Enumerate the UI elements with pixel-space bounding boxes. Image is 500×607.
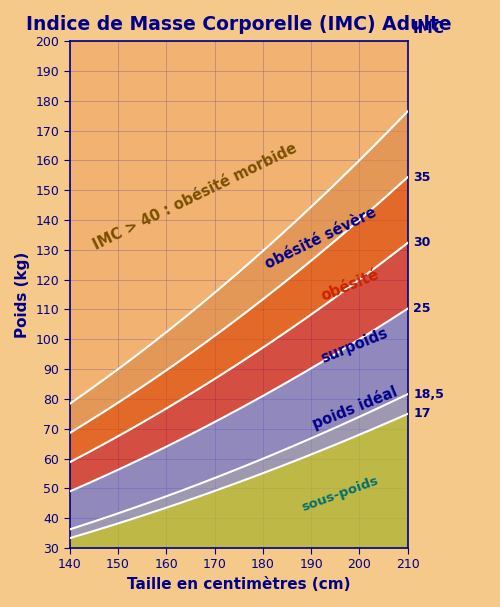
Text: sous-poids: sous-poids [300,475,380,514]
Text: 35: 35 [413,171,430,184]
Text: 25: 25 [413,302,430,315]
Text: 17: 17 [413,407,430,421]
Text: IMC: IMC [413,21,445,36]
Text: obésité sévère: obésité sévère [262,205,379,271]
Text: poids idéal: poids idéal [310,384,400,432]
Text: 30: 30 [413,237,430,249]
Title: Indice de Masse Corporelle (IMC) Adulte: Indice de Masse Corporelle (IMC) Adulte [26,15,452,34]
Text: IMC > 40 : obésité morbide: IMC > 40 : obésité morbide [91,140,300,252]
Text: surpoids: surpoids [318,325,390,365]
Text: 18,5: 18,5 [413,388,444,401]
X-axis label: Taille en centimètres (cm): Taille en centimètres (cm) [127,577,350,592]
Y-axis label: Poids (kg): Poids (kg) [15,251,30,337]
Text: obésité: obésité [318,267,381,304]
